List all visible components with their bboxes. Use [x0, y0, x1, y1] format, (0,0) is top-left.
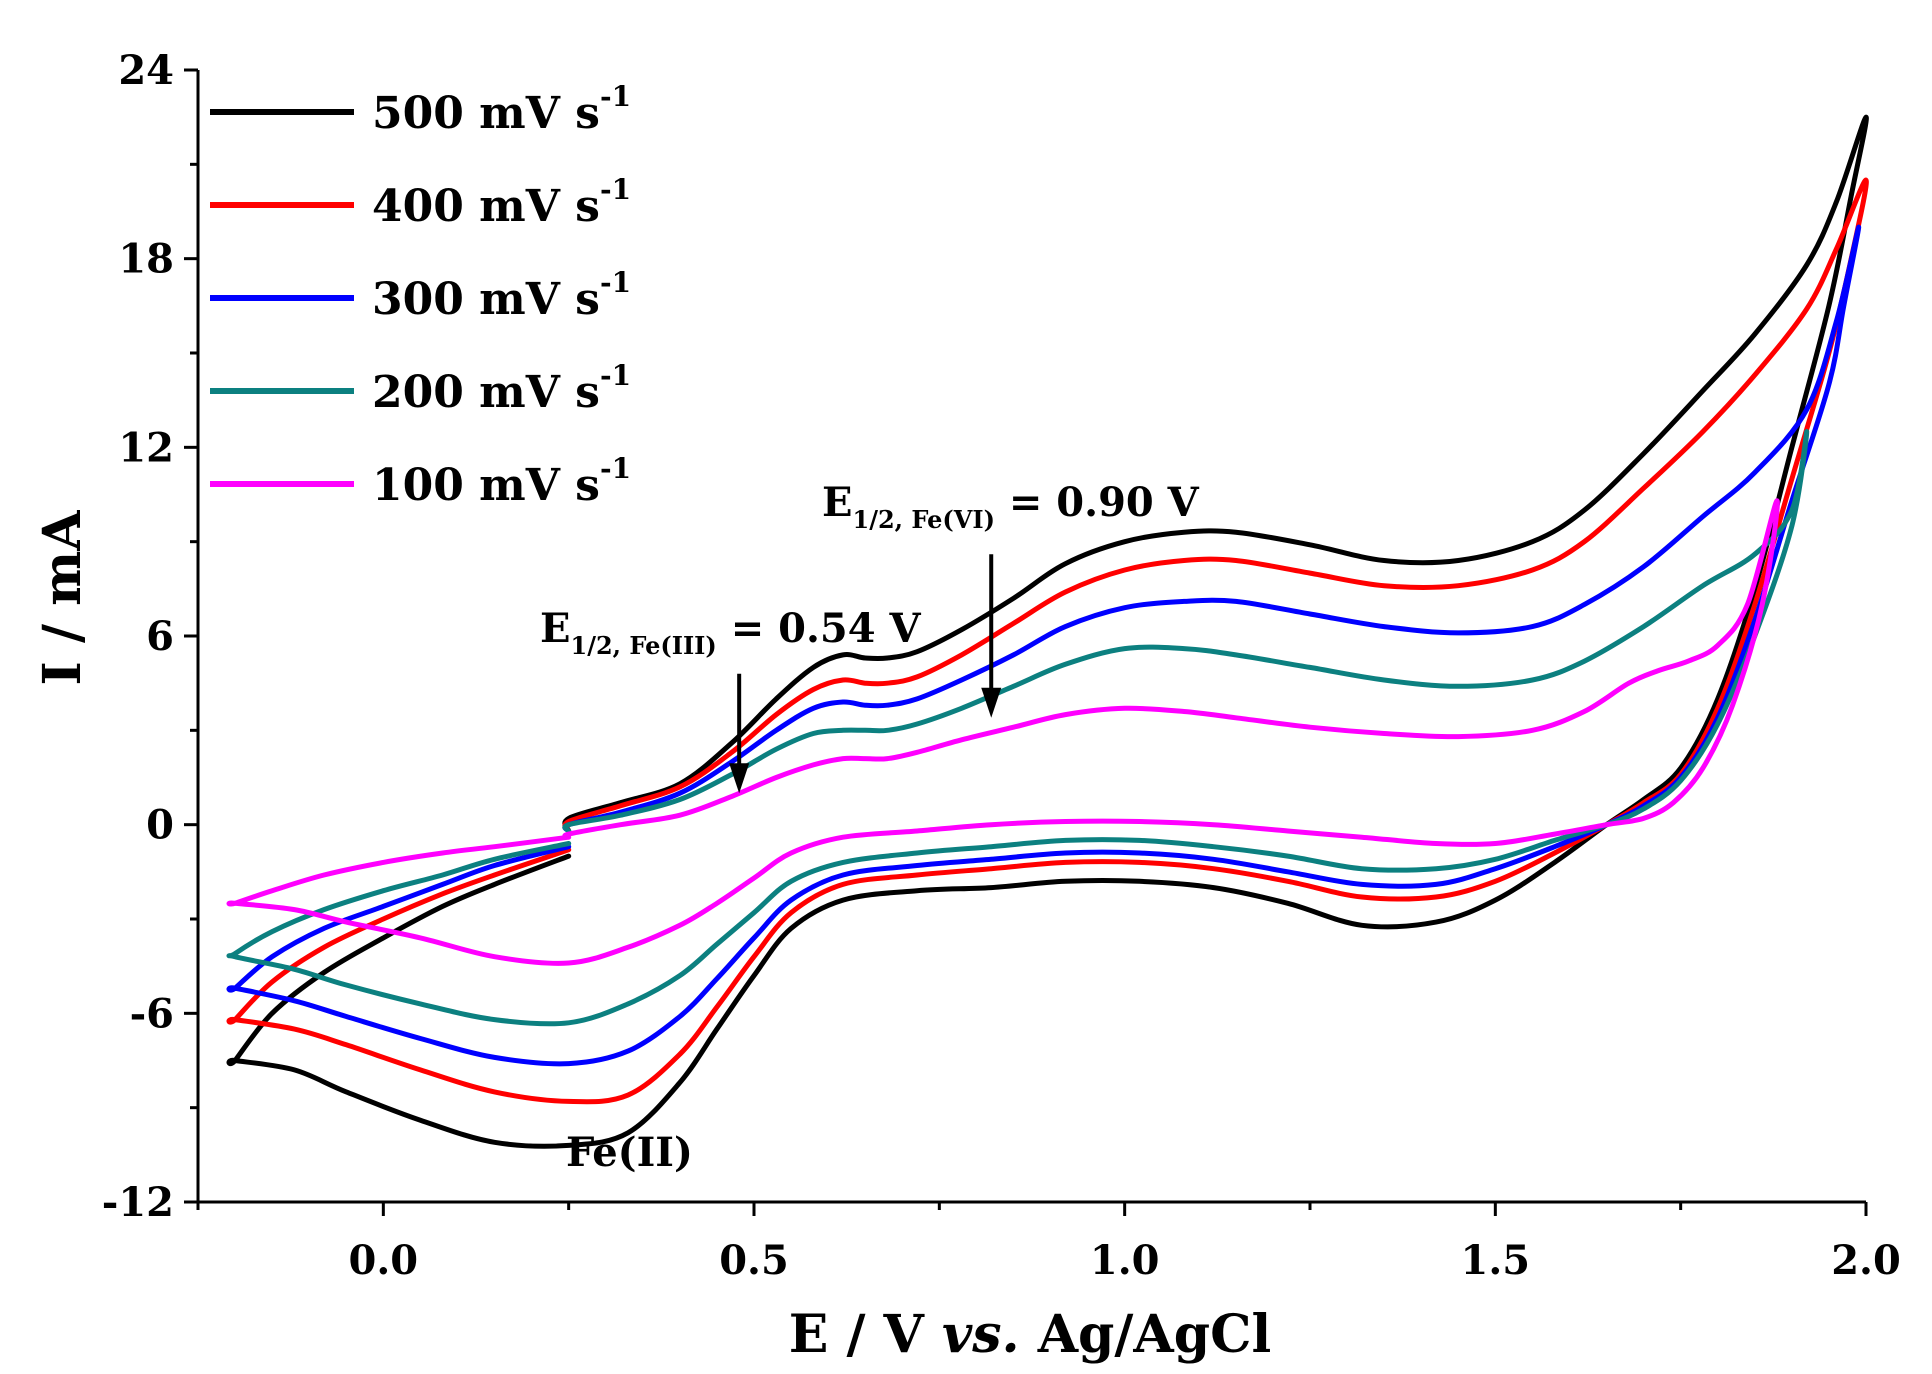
annotation-label: E1/2, Fe(VI) = 0.90 V: [822, 479, 1200, 534]
legend-label-400: 400 mV s-1: [372, 173, 631, 232]
series-line-400: [226, 177, 1869, 1105]
legend-unit: mV s: [479, 88, 600, 139]
y-ticks: -12 -6 0 6 12 18 24: [102, 47, 198, 1226]
legend-rate-value: 500: [372, 88, 479, 139]
annotation-arrow-head: [981, 687, 1002, 718]
x-tick-label: 0.5: [719, 1237, 789, 1284]
annotation-value: = 0.90 V: [995, 479, 1200, 526]
x-axis-label-part-3: Ag/AgCl: [1020, 1304, 1272, 1365]
series-line-300: [226, 224, 1862, 1067]
y-tick-label: -6: [130, 990, 174, 1037]
legend-unit-superscript: -1: [600, 80, 631, 113]
legend-unit: mV s: [479, 367, 600, 418]
x-tick-label: 1.0: [1090, 1237, 1160, 1284]
legend-rate-value: 400: [372, 181, 479, 232]
series-layer: [226, 114, 1869, 1149]
series-line-500: [226, 114, 1869, 1149]
y-axis-label: I / mA: [32, 510, 93, 686]
annotation-arrow-head: [729, 763, 750, 794]
legend-rate-value: 300: [372, 274, 479, 325]
y-tick-label: 0: [146, 802, 174, 849]
legend-unit-superscript: -1: [600, 266, 631, 299]
x-tick-label: 0.0: [349, 1237, 419, 1284]
y-tick-label: 6: [146, 613, 174, 660]
x-ticks: 0.0 0.5 1.0 1.5 2.0: [196, 1202, 1901, 1284]
y-tick-label: 24: [118, 47, 174, 94]
annotation-subscript: 1/2, Fe(VI): [853, 505, 995, 534]
y-tick-label: 12: [118, 424, 174, 471]
y-tick-label: -12: [102, 1179, 174, 1226]
legend-unit-superscript: -1: [600, 452, 631, 485]
annotation-main: E: [822, 479, 853, 526]
legend-label-200: 200 mV s-1: [372, 359, 631, 418]
y-tick-label: 18: [118, 236, 174, 283]
legend-unit-superscript: -1: [600, 173, 631, 206]
legend-label-500: 500 mV s-1: [372, 80, 631, 139]
annotations: E1/2, Fe(III) = 0.54 VE1/2, Fe(VI) = 0.9…: [540, 479, 1200, 1176]
annotation-value: = 0.54 V: [717, 605, 922, 652]
legend-label-300: 300 mV s-1: [372, 266, 631, 325]
fe2-annotation: Fe(II): [566, 1129, 693, 1176]
legend-unit: mV s: [479, 274, 600, 325]
legend-unit-superscript: -1: [600, 359, 631, 392]
x-tick-label: 1.5: [1461, 1237, 1531, 1284]
series-line-200: [226, 429, 1810, 1027]
x-axis-label-italic: vs.: [942, 1304, 1020, 1365]
annotation-label: E1/2, Fe(III) = 0.54 V: [540, 605, 921, 660]
series-line-100: [226, 498, 1780, 966]
legend-unit: mV s: [479, 181, 600, 232]
legend-rate-value: 100: [372, 460, 479, 511]
x-axis-label-part-1: E / V: [789, 1304, 942, 1365]
legend-unit: mV s: [479, 460, 600, 511]
annotation-subscript: 1/2, Fe(III): [571, 631, 717, 660]
x-axis-label: E / V vs. Ag/AgCl: [789, 1304, 1272, 1365]
annotation-main: E: [540, 605, 571, 652]
x-tick-label: 2.0: [1831, 1237, 1901, 1284]
legend-rate-value: 200: [372, 367, 479, 418]
legend-label-100: 100 mV s-1: [372, 452, 631, 511]
